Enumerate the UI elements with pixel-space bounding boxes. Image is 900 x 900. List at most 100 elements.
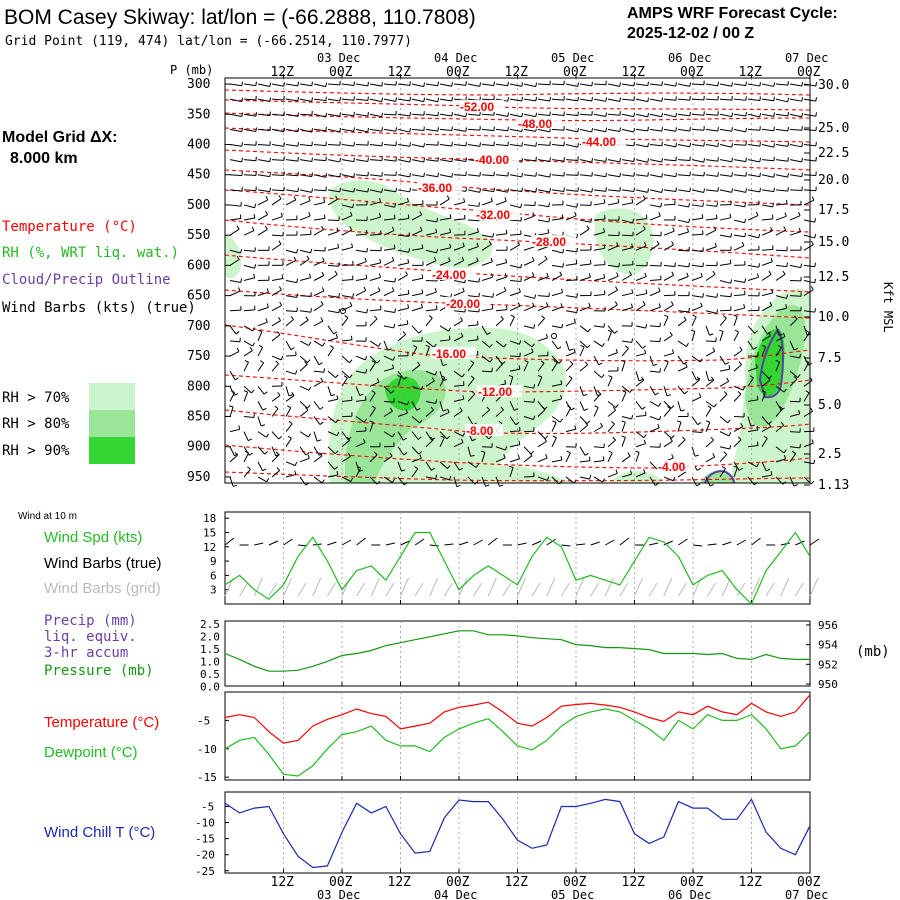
- temperature-tick-label: -10: [197, 743, 217, 756]
- wind-barb: [733, 385, 744, 391]
- wind-barb: [257, 401, 264, 411]
- wind-barb-feather: [801, 112, 804, 117]
- wind-barb: [509, 291, 521, 297]
- wind-barb-feather: [297, 127, 300, 132]
- surface-wind-barb: [649, 542, 659, 546]
- wind-barb-feather: [269, 97, 272, 102]
- wind-barb: [453, 384, 465, 387]
- wind-barb-feather: [745, 111, 747, 117]
- wind-barb-feather: [540, 360, 545, 364]
- wind-barb-feather: [683, 361, 688, 365]
- wind-barb: [775, 347, 782, 357]
- wind-barb: [509, 401, 515, 411]
- wind-barb-feather: [325, 112, 328, 118]
- wind-barb: [257, 416, 262, 427]
- wind-barb: [649, 264, 662, 267]
- wind-barb: [439, 198, 450, 206]
- wind-barb-feather: [441, 375, 446, 378]
- wind-barb-feather: [562, 248, 565, 254]
- wind-barb-feather: [584, 452, 589, 456]
- wind-barb: [327, 189, 340, 193]
- wind-barb: [229, 259, 240, 266]
- wind-barb: [257, 83, 270, 87]
- wind-barb: [257, 431, 267, 438]
- wind-barb: [537, 174, 550, 178]
- wind-barb-feather: [350, 477, 354, 482]
- wind-barb: [243, 469, 251, 478]
- wind-barb: [257, 385, 265, 395]
- wind-barb: [705, 295, 717, 298]
- wind-barb: [355, 113, 368, 117]
- wind-barb: [775, 307, 787, 312]
- time-tick-label: 00Z: [680, 875, 704, 890]
- isotherm: [224, 219, 811, 259]
- wind-barb: [383, 400, 395, 403]
- wind-barb-feather: [605, 172, 607, 177]
- wind-barb-feather: [518, 288, 521, 293]
- wind-barb-feather: [531, 348, 534, 353]
- wind-barb: [229, 454, 238, 463]
- wind-barb: [691, 379, 700, 387]
- wind-barb: [313, 201, 325, 206]
- wind-barb: [565, 159, 579, 161]
- wind-barb-feather: [421, 274, 424, 279]
- wind-barb-feather: [391, 226, 395, 231]
- wind-barb-feather: [379, 258, 382, 264]
- time-tick-label: 00Z: [329, 65, 353, 80]
- wind-barb: [299, 277, 311, 281]
- wind-barb-feather: [632, 218, 635, 224]
- wind-barb: [537, 83, 551, 86]
- wind-barb-feather: [690, 329, 696, 332]
- wind-barb-feather: [376, 360, 381, 364]
- wind-barb: [579, 128, 592, 133]
- wind-barb: [593, 393, 602, 402]
- wind-barb: [481, 200, 493, 206]
- wind-barb-feather: [805, 360, 810, 363]
- isotherm-label-bg: [475, 208, 521, 220]
- wind-barb: [635, 352, 646, 357]
- wind-barb-feather: [260, 360, 264, 364]
- wind-barb: [243, 174, 257, 176]
- wind-barb-feather: [353, 157, 355, 162]
- wind-barb: [313, 290, 325, 297]
- wind-barb-feather: [297, 112, 300, 117]
- wind-barb-feather: [409, 111, 411, 117]
- wind-barb: [719, 454, 728, 463]
- wind-barb: [635, 443, 646, 448]
- wind-barb: [649, 215, 661, 221]
- wind-barb: [299, 233, 312, 236]
- wind-barb-feather: [283, 127, 286, 132]
- wind-barb: [663, 128, 676, 132]
- wind-barb-feather: [296, 248, 299, 254]
- wind-barb-feather: [333, 331, 338, 335]
- wind-barb-feather: [631, 198, 634, 203]
- wind-barb-feather: [814, 218, 817, 223]
- wind-barb: [355, 189, 368, 193]
- wind-barb: [355, 467, 362, 478]
- wind-barb: [789, 231, 801, 236]
- wind-barb: [453, 113, 466, 118]
- wind-barb-feather: [625, 345, 629, 349]
- wind-barb-feather: [409, 128, 412, 133]
- wind-barb-feather: [617, 198, 620, 203]
- wind-barb: [551, 249, 563, 254]
- wind-barb: [537, 376, 543, 387]
- wind-barb-feather: [366, 247, 368, 253]
- wind-barb: [663, 431, 672, 439]
- surface-wind-barb: [678, 538, 688, 546]
- wind-barb: [705, 174, 718, 177]
- wind-barb-feather: [727, 419, 731, 424]
- wind-barb-feather: [334, 450, 339, 455]
- wind-barb: [341, 439, 350, 448]
- wind-barb: [439, 174, 452, 178]
- wind-barb-feather: [334, 466, 338, 470]
- wind-barb-feather: [577, 82, 580, 87]
- wind-barb: [397, 412, 408, 417]
- wind-barb-feather: [534, 294, 537, 299]
- wind-barb-feather: [533, 384, 536, 389]
- wind-barb-feather: [772, 202, 775, 207]
- wind-barb-feather: [660, 202, 663, 208]
- wind-barb-feather: [743, 304, 746, 309]
- wind-barb: [397, 159, 410, 163]
- wind-barb-feather: [703, 142, 705, 147]
